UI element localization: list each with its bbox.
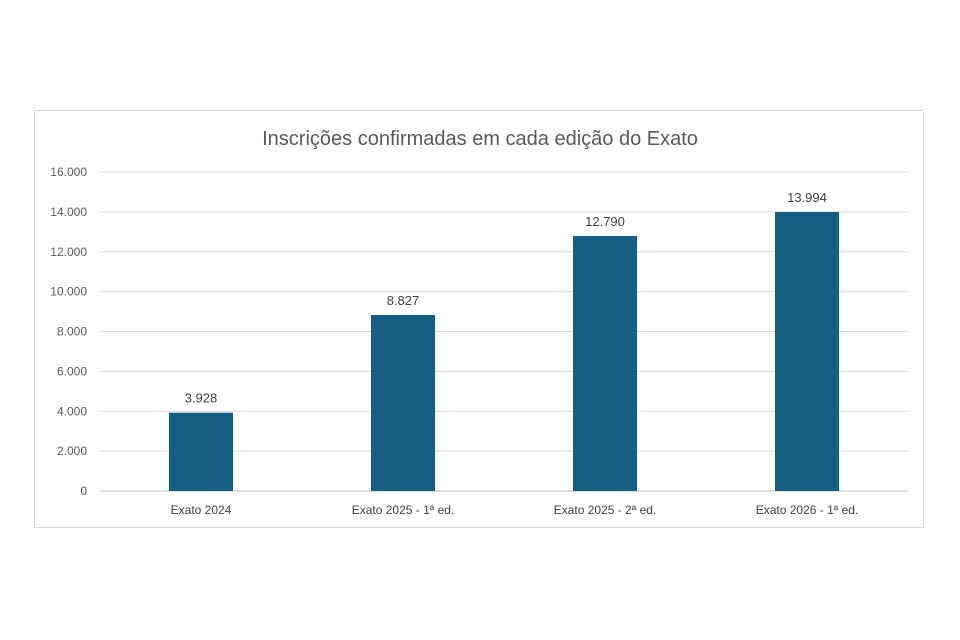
y-tick-label: 4.000 [57,404,87,418]
y-tick-label: 12.000 [50,245,87,259]
y-tick-label: 0 [80,484,87,498]
chart-frame: Inscrições confirmadas em cada edição do… [34,110,924,528]
y-tick-label: 16.000 [50,165,87,179]
category-label: Exato 2024 [171,503,232,517]
data-label: 3.928 [185,391,218,406]
bar [573,235,637,491]
chart-title: Inscrições confirmadas em cada edição do… [262,128,698,150]
category-label: Exato 2026 - 1ª ed. [756,503,859,517]
category-label: Exato 2025 - 1ª ed. [352,503,455,517]
data-label: 8.827 [387,293,420,308]
category-label: Exato 2025 - 2ª ed. [554,503,657,517]
y-tick-label: 8.000 [57,325,87,339]
bar-chart: Inscrições confirmadas em cada edição do… [50,128,908,517]
x-axis-categories: Exato 2024 Exato 2025 - 1ª ed. Exato 2025 … [171,503,859,517]
gridlines [100,171,908,492]
bar [169,412,233,491]
bars [169,211,839,491]
y-tick-label: 2.000 [57,444,87,458]
data-label: 12.790 [585,214,625,229]
y-tick-label: 10.000 [50,285,87,299]
data-label: 13.994 [787,190,827,205]
bar [775,211,839,491]
y-tick-label: 6.000 [57,364,87,378]
data-labels: 3.928 8.827 12.790 13.994 [185,190,827,406]
y-axis-ticks: 0 2.000 4.000 6.000 8.000 10.000 12.000 14.000 1… [50,165,87,498]
y-tick-label: 14.000 [50,205,87,219]
bar [371,315,435,491]
